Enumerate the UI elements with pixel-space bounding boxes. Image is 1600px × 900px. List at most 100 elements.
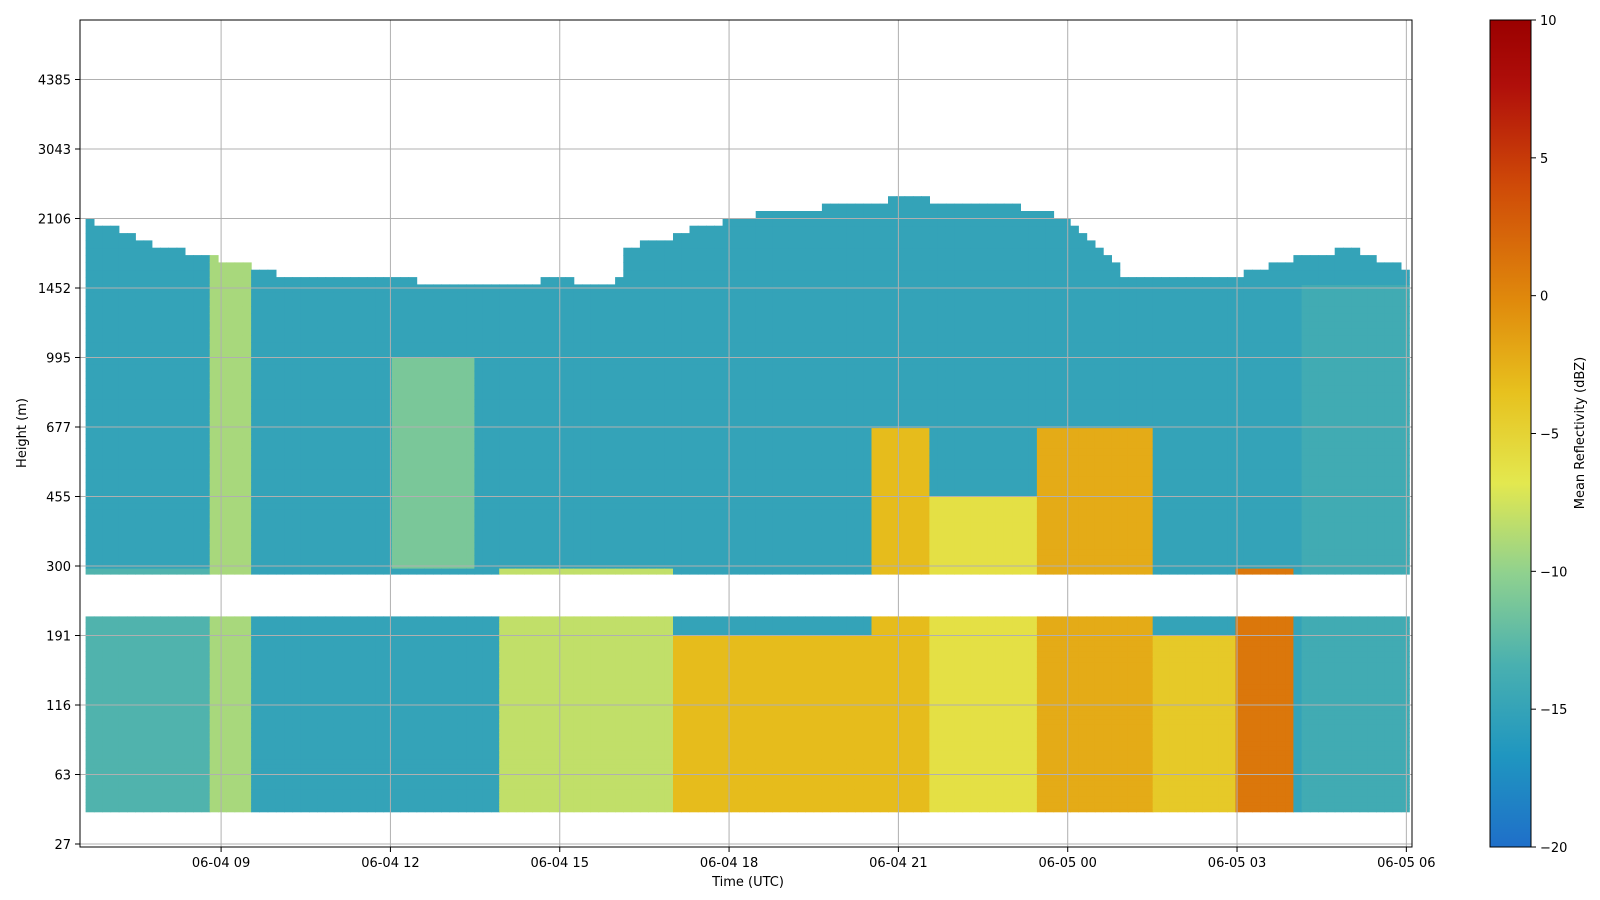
heatmap-cell (499, 651, 509, 658)
heatmap-cell (168, 502, 178, 510)
heatmap-cell (408, 522, 418, 530)
heatmap-cell (275, 406, 285, 414)
heatmap-cell (449, 714, 459, 720)
heatmap-cell (102, 754, 112, 760)
heatmap-cell (499, 399, 509, 407)
heatmap-cell (300, 522, 310, 530)
heatmap-cell (524, 291, 533, 300)
heatmap-cell (176, 776, 186, 781)
heatmap-cell (160, 750, 169, 756)
heatmap-cell (151, 667, 161, 674)
heatmap-cell (474, 535, 484, 543)
heatmap-cell (441, 754, 451, 760)
heatmap-cell (474, 795, 484, 800)
heatmap-cell (457, 792, 467, 797)
heatmap-cell (383, 795, 393, 800)
heatmap-cell (201, 745, 211, 751)
heatmap-cell (491, 427, 500, 435)
heatmap-cell (143, 759, 153, 765)
heatmap-cell (466, 461, 476, 470)
heatmap-cell (193, 262, 203, 271)
heatmap-cell (408, 776, 418, 781)
heatmap-cell (474, 786, 484, 790)
heatmap-cell (275, 413, 285, 421)
heatmap-cell (218, 763, 227, 769)
heatmap-cell (184, 489, 194, 497)
heatmap-cell (151, 763, 161, 769)
heatmap-cell (540, 502, 550, 510)
heatmap-cell (184, 805, 194, 810)
heatmap-cell (540, 291, 550, 300)
heatmap-cell (449, 779, 459, 784)
heatmap-cell (176, 441, 186, 449)
heatmap-cell (234, 719, 244, 725)
heatmap-cell (193, 392, 203, 400)
heatmap-cell (85, 710, 95, 716)
heatmap-cell (184, 298, 194, 307)
heatmap-cell (93, 298, 103, 307)
heatmap-cell (466, 622, 476, 629)
heatmap-cell (375, 441, 385, 449)
heatmap-cell (441, 779, 451, 784)
heatmap-cell (507, 789, 517, 793)
heatmap-cell (491, 779, 500, 784)
heatmap-cell (449, 313, 459, 322)
heatmap-cell (226, 496, 236, 504)
heatmap-cell (366, 454, 376, 463)
heatmap-cell (342, 385, 351, 393)
heatmap-cell (333, 754, 343, 760)
heatmap-cell (515, 385, 525, 393)
heatmap-cell (267, 789, 277, 793)
heatmap-cell (457, 622, 467, 629)
heatmap-cell (284, 754, 294, 760)
heatmap-cell (234, 502, 244, 510)
heatmap-cell (391, 515, 401, 523)
heatmap-cell (507, 616, 517, 623)
heatmap-cell (524, 434, 533, 442)
heatmap-cell (284, 672, 294, 679)
heatmap-cell (176, 342, 186, 350)
heatmap-cell (184, 306, 194, 314)
heatmap-cell (375, 356, 385, 365)
heatmap-cell (325, 363, 335, 372)
heatmap-cell (491, 683, 500, 690)
heatmap-cell (441, 528, 451, 536)
heatmap-cell (242, 298, 252, 307)
heatmap-cell (499, 522, 509, 530)
heatmap-cell (110, 694, 120, 701)
heatmap-cell (441, 489, 451, 497)
heatmap-cell (110, 732, 120, 738)
heatmap-cell (168, 420, 178, 429)
heatmap-cell (259, 710, 269, 716)
heatmap-cell (309, 385, 318, 393)
heatmap-cell (143, 792, 153, 797)
heatmap-cell (317, 782, 327, 787)
heatmap-cell (201, 805, 211, 810)
heatmap-cell (557, 763, 567, 769)
heatmap-cell (449, 795, 459, 800)
heatmap-cell (350, 754, 360, 760)
heatmap-cell (391, 656, 401, 663)
heatmap-cell (85, 509, 95, 517)
heatmap-cell (449, 349, 459, 358)
heatmap-cell (218, 342, 227, 350)
heatmap-cell (102, 542, 112, 550)
heatmap-cell (143, 786, 153, 790)
heatmap-cell (168, 385, 178, 393)
heatmap-cell (540, 741, 550, 747)
heatmap-cell (85, 377, 95, 386)
heatmap-cell (251, 515, 260, 523)
heatmap-cell (118, 678, 128, 685)
heatmap-cell (284, 522, 294, 530)
heatmap-cell (358, 622, 368, 629)
heatmap-cell (259, 548, 269, 556)
heatmap-cell (540, 370, 550, 379)
heatmap-cell (491, 628, 500, 635)
heatmap-cell (209, 555, 219, 563)
heatmap-cell (309, 327, 318, 336)
heatmap-cell (400, 689, 409, 696)
heatmap-cell (482, 798, 492, 803)
heatmap-cell (118, 233, 128, 241)
heatmap-cell (441, 616, 451, 623)
heatmap-cell (127, 689, 136, 696)
